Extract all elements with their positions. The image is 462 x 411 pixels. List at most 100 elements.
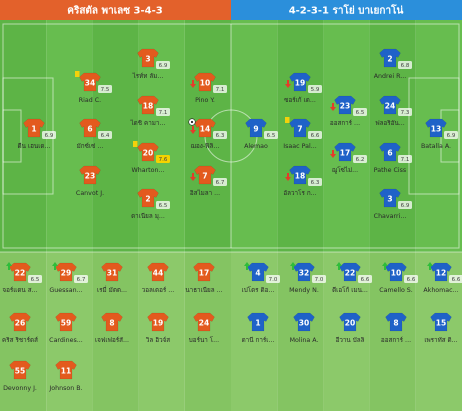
player[interactable]: 26 คริส ริชาร์ดส์ bbox=[2, 312, 38, 344]
player[interactable]: 59 Cardines... bbox=[49, 312, 83, 344]
shirt bbox=[9, 360, 31, 380]
shirt bbox=[9, 312, 31, 332]
player[interactable]: 19 วิล ฮิวจ์ส bbox=[145, 312, 170, 344]
player[interactable]: 10 Pino Y.7.1 bbox=[190, 72, 227, 104]
player[interactable]: 17 ฌูโซ่ไม่... 6.2 bbox=[330, 142, 367, 174]
player[interactable]: 55 Devonny J. bbox=[3, 360, 37, 392]
shirt-number: 1 bbox=[31, 125, 36, 134]
player[interactable]: 2 ดาเนียล มุ... 6.5 bbox=[131, 188, 170, 220]
player[interactable]: 31 เรมี่ มัตต... bbox=[97, 262, 127, 294]
player[interactable]: 1 ดานี การ์เ... bbox=[242, 312, 275, 344]
yellow-card bbox=[75, 71, 80, 77]
shirt-number: 18 bbox=[295, 172, 305, 181]
player[interactable]: 20 Wharton... 7.6 bbox=[132, 141, 170, 174]
player[interactable]: 1 ดีน เฮนเด... 6.9 bbox=[18, 118, 56, 150]
home-formation: คริสตัล พาเลซ 3-4-3 bbox=[67, 5, 163, 17]
player-name: Pino Y. bbox=[195, 97, 215, 104]
player[interactable]: 2 Andrei R... 6.8 bbox=[374, 48, 412, 80]
sub-off-icon bbox=[190, 173, 196, 181]
player[interactable]: 17 นาธาเนียล ... bbox=[185, 262, 223, 294]
player[interactable]: 10 Camello S. 6.6 bbox=[379, 262, 418, 294]
shirt-number: 20 bbox=[345, 319, 355, 328]
sub-on-icon bbox=[6, 262, 12, 270]
player-name: Devonny J. bbox=[3, 385, 37, 392]
player[interactable]: 29 Guessan... 6.7 bbox=[49, 262, 88, 294]
shirt-number: 14 bbox=[200, 125, 210, 134]
player[interactable]: 12 Akhomac... 6.6 bbox=[423, 262, 462, 294]
player[interactable]: 23 ออสการ์ ... 6.5 bbox=[330, 95, 367, 127]
player[interactable]: 30 Molina A. bbox=[290, 312, 319, 344]
player-name: เพราทัส ดิ... bbox=[424, 336, 457, 344]
rating: 7.0 bbox=[315, 277, 324, 283]
player-name: ไดชิ คามา... bbox=[130, 119, 166, 127]
player-name: ดีน เฮนเด... bbox=[18, 142, 51, 150]
rating-badge bbox=[98, 131, 112, 139]
shirt-number: 2 bbox=[145, 195, 150, 204]
player[interactable]: 14 ฌอง-ฟิลิ... 6.3 bbox=[188, 118, 227, 150]
player[interactable]: 3 Chavarri... 6.9 bbox=[374, 188, 412, 220]
player[interactable]: 18 ไดชิ คามา... 7.1 bbox=[130, 95, 170, 127]
rating: 7.3 bbox=[401, 110, 410, 116]
player[interactable]: 11 Johnson B. bbox=[48, 360, 83, 392]
rating: 7.6 bbox=[159, 157, 168, 163]
shirt bbox=[293, 262, 315, 282]
shirt bbox=[379, 95, 401, 115]
rating-badge bbox=[308, 85, 322, 93]
player[interactable]: 4 เปโดร ดิอ... 7.0 bbox=[242, 262, 280, 294]
player[interactable]: 34 Riad C.7.5 bbox=[75, 71, 112, 104]
player[interactable]: 22 ดีเอโก้ เมน... 6.6 bbox=[332, 262, 372, 294]
shirt-number: 10 bbox=[200, 79, 210, 88]
shirt bbox=[101, 312, 123, 332]
player[interactable]: 15 เพราทัส ดิ... bbox=[424, 312, 458, 344]
player[interactable]: 18 อัลวาโร ก... 6.3 bbox=[283, 165, 322, 197]
sub-on-icon bbox=[244, 262, 250, 270]
rating-badge bbox=[444, 131, 458, 139]
shirt bbox=[79, 118, 101, 138]
player[interactable]: 9 Alemao 6.5 bbox=[244, 118, 278, 150]
player[interactable]: 3 ไรท์ท ลัม... 6.9 bbox=[132, 48, 170, 80]
player[interactable]: 24 ฟลอริอัน... 7.3 bbox=[375, 95, 412, 127]
player-name: Chavarri... bbox=[374, 213, 407, 220]
player[interactable]: 23 Canvot J. bbox=[76, 165, 104, 197]
rating-badge bbox=[156, 155, 170, 163]
player[interactable]: 20 อีวาน บัลลิ bbox=[335, 312, 365, 344]
shirt bbox=[79, 165, 101, 185]
shirt bbox=[245, 118, 267, 138]
player[interactable]: 6 Pathe Ciss 7.1 bbox=[374, 142, 412, 174]
player[interactable]: 44 วอลเตอร์ ... bbox=[142, 262, 175, 294]
shirt-number: 44 bbox=[153, 269, 163, 278]
player-name: ไรท์ท ลัม... bbox=[132, 72, 164, 80]
player[interactable]: 19 ซอร์เก้ เด... 5.9 bbox=[284, 72, 322, 104]
player[interactable]: 7 อิสไมลา ... 6.7 bbox=[190, 165, 227, 197]
shirt-number: 29 bbox=[61, 269, 71, 278]
rating-badge bbox=[156, 108, 170, 116]
rating-badge bbox=[213, 131, 227, 139]
goal-icon-center bbox=[190, 120, 194, 124]
shirt bbox=[289, 165, 311, 185]
player[interactable]: 8 เจฟเฟอร์สั... bbox=[95, 312, 129, 344]
player[interactable]: 32 Mendy N. 7.0 bbox=[289, 262, 326, 294]
rating-badge bbox=[266, 275, 280, 283]
player-name: ดานี การ์เ... bbox=[242, 336, 275, 344]
player[interactable]: 6 มักซ์เซ่ ... 6.4 bbox=[77, 118, 112, 150]
player[interactable]: 8 ออสการ์ ... bbox=[381, 312, 411, 344]
player[interactable]: 22 จอร์แดน ส... 6.5 bbox=[2, 262, 42, 294]
shirt-number: 23 bbox=[85, 172, 95, 181]
shirt-number: 11 bbox=[61, 367, 71, 376]
rating: 7.1 bbox=[401, 157, 410, 163]
player[interactable]: 7 Isaac Pal... 6.6 bbox=[283, 117, 322, 150]
shirt-number: 13 bbox=[431, 125, 441, 134]
shirt-number: 7 bbox=[202, 172, 207, 181]
rating: 6.6 bbox=[361, 277, 370, 283]
shirt bbox=[247, 262, 269, 282]
shirt-number: 6 bbox=[387, 149, 392, 158]
shirt bbox=[425, 118, 447, 138]
shirt bbox=[137, 142, 159, 162]
rating-badge bbox=[358, 275, 372, 283]
rating: 6.3 bbox=[216, 133, 225, 139]
player[interactable]: 24 บอร์นา โ... bbox=[189, 312, 219, 344]
rating: 6.9 bbox=[447, 133, 456, 139]
shirt bbox=[334, 95, 356, 115]
player[interactable]: 13 Batalla A. 6.9 bbox=[421, 118, 458, 150]
